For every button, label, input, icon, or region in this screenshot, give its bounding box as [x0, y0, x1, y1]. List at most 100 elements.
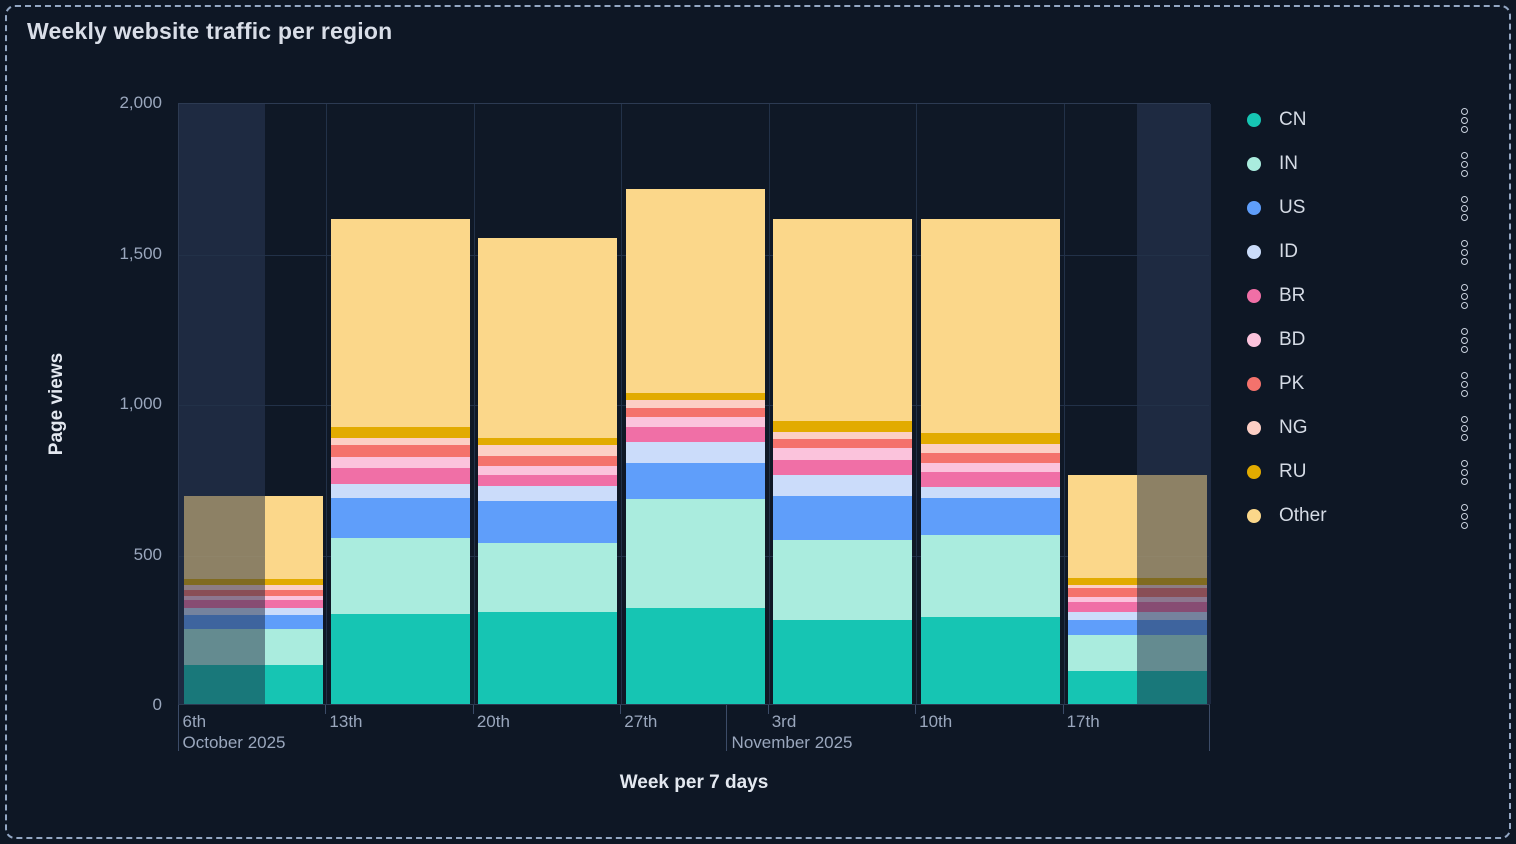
- bar-segment-cn[interactable]: [1137, 670, 1208, 704]
- bar-segment-bd[interactable]: [1137, 597, 1208, 602]
- bar-segment-other[interactable]: [264, 496, 323, 580]
- bar-segment-bd[interactable]: [478, 466, 618, 476]
- bar-segment-pk[interactable]: [264, 589, 323, 596]
- legend-more-options-icon[interactable]: [1461, 503, 1468, 530]
- bar-segment-ru[interactable]: [330, 427, 470, 438]
- bar-segment-us[interactable]: [920, 497, 1060, 536]
- bar-segment-pk[interactable]: [625, 407, 765, 417]
- bar-segment-cn[interactable]: [1068, 670, 1138, 704]
- bar-segment-ng[interactable]: [1137, 585, 1208, 589]
- bar-segment-in[interactable]: [1137, 634, 1208, 671]
- bar-segment-bd[interactable]: [183, 595, 265, 601]
- bar-segment-bd[interactable]: [625, 416, 765, 428]
- bar-segment-cn[interactable]: [773, 619, 913, 704]
- bar-segment-br[interactable]: [183, 600, 265, 608]
- bar-segment-pk[interactable]: [330, 445, 470, 458]
- legend-more-options-icon[interactable]: [1461, 195, 1468, 222]
- legend-item-ng[interactable]: NG: [1240, 406, 1476, 450]
- legend-item-bd[interactable]: BD: [1240, 318, 1476, 362]
- bar-segment-id[interactable]: [1137, 612, 1208, 620]
- bar-segment-other[interactable]: [1137, 475, 1208, 578]
- bar-segment-ng[interactable]: [773, 431, 913, 440]
- bar-segment-id[interactable]: [330, 484, 470, 498]
- bar-segment-ng[interactable]: [330, 437, 470, 446]
- bar-segment-id[interactable]: [920, 487, 1060, 498]
- legend-item-pk[interactable]: PK: [1240, 362, 1476, 406]
- bar-segment-br[interactable]: [1068, 601, 1138, 613]
- bar-segment-us[interactable]: [625, 463, 765, 500]
- bar-segment-other[interactable]: [330, 219, 470, 428]
- bar-segment-other[interactable]: [625, 189, 765, 393]
- bar-segment-ru[interactable]: [1068, 577, 1138, 586]
- legend-item-br[interactable]: BR: [1240, 274, 1476, 318]
- bar-segment-other[interactable]: [1068, 475, 1138, 578]
- bar-segment-ng[interactable]: [920, 443, 1060, 453]
- bar-segment-pk[interactable]: [773, 439, 913, 449]
- bar-segment-pk[interactable]: [920, 452, 1060, 464]
- legend-more-options-icon[interactable]: [1461, 459, 1468, 486]
- bar-segment-id[interactable]: [773, 475, 913, 497]
- bar-segment-bd[interactable]: [773, 448, 913, 461]
- bar-segment-id[interactable]: [183, 607, 265, 616]
- bar-segment-ng[interactable]: [625, 400, 765, 408]
- legend-more-options-icon[interactable]: [1461, 327, 1468, 354]
- legend-item-in[interactable]: IN: [1240, 142, 1476, 186]
- bar-segment-id[interactable]: [264, 607, 323, 616]
- bar-segment-other[interactable]: [183, 496, 265, 580]
- legend-more-options-icon[interactable]: [1461, 239, 1468, 266]
- bar-segment-us[interactable]: [183, 615, 265, 629]
- bar-segment-br[interactable]: [478, 475, 618, 486]
- bar-segment-br[interactable]: [773, 460, 913, 476]
- bar-segment-in[interactable]: [478, 542, 618, 613]
- bar-segment-other[interactable]: [773, 219, 913, 422]
- bar-segment-ng[interactable]: [183, 585, 265, 590]
- bar-segment-ru[interactable]: [478, 437, 618, 446]
- legend-more-options-icon[interactable]: [1461, 283, 1468, 310]
- bar-segment-cn[interactable]: [330, 613, 470, 704]
- legend-item-other[interactable]: Other: [1240, 494, 1476, 538]
- bar-segment-ng[interactable]: [478, 445, 618, 456]
- bar-segment-bd[interactable]: [920, 463, 1060, 473]
- bar-segment-cn[interactable]: [920, 616, 1060, 704]
- bar-segment-in[interactable]: [773, 539, 913, 620]
- bar-segment-ru[interactable]: [1137, 577, 1208, 586]
- legend-more-options-icon[interactable]: [1461, 107, 1468, 134]
- legend-more-options-icon[interactable]: [1461, 151, 1468, 178]
- bar-segment-ng[interactable]: [1068, 585, 1138, 589]
- bar-segment-cn[interactable]: [183, 664, 265, 704]
- legend-item-id[interactable]: ID: [1240, 230, 1476, 274]
- bar-segment-ru[interactable]: [625, 392, 765, 401]
- bar-segment-pk[interactable]: [1068, 588, 1138, 598]
- bar-segment-id[interactable]: [1068, 612, 1138, 620]
- bar-segment-br[interactable]: [625, 427, 765, 443]
- legend-more-options-icon[interactable]: [1461, 371, 1468, 398]
- bar-segment-other[interactable]: [478, 237, 618, 438]
- bar-segment-ru[interactable]: [183, 579, 265, 586]
- bar-segment-ru[interactable]: [920, 433, 1060, 444]
- bar-segment-us[interactable]: [264, 615, 323, 629]
- bar-segment-id[interactable]: [478, 485, 618, 501]
- bar-segment-us[interactable]: [478, 500, 618, 543]
- bar-segment-in[interactable]: [264, 628, 323, 665]
- bar-segment-cn[interactable]: [264, 664, 323, 704]
- bar-segment-br[interactable]: [264, 600, 323, 608]
- bar-segment-pk[interactable]: [1137, 588, 1208, 598]
- bar-segment-us[interactable]: [773, 496, 913, 540]
- legend-item-us[interactable]: US: [1240, 186, 1476, 230]
- bar-segment-us[interactable]: [1137, 619, 1208, 635]
- bar-segment-us[interactable]: [330, 497, 470, 539]
- bar-segment-ru[interactable]: [264, 579, 323, 586]
- bar-segment-bd[interactable]: [330, 457, 470, 468]
- legend-item-ru[interactable]: RU: [1240, 450, 1476, 494]
- bar-segment-in[interactable]: [183, 628, 265, 665]
- bar-segment-pk[interactable]: [478, 455, 618, 467]
- bar-segment-cn[interactable]: [478, 612, 618, 704]
- bar-segment-other[interactable]: [920, 219, 1060, 434]
- bar-segment-pk[interactable]: [183, 589, 265, 596]
- bar-segment-br[interactable]: [330, 467, 470, 485]
- bar-segment-ng[interactable]: [264, 585, 323, 590]
- bar-segment-id[interactable]: [625, 442, 765, 464]
- bar-segment-in[interactable]: [625, 499, 765, 608]
- bar-segment-cn[interactable]: [625, 607, 765, 704]
- bar-segment-in[interactable]: [1068, 634, 1138, 671]
